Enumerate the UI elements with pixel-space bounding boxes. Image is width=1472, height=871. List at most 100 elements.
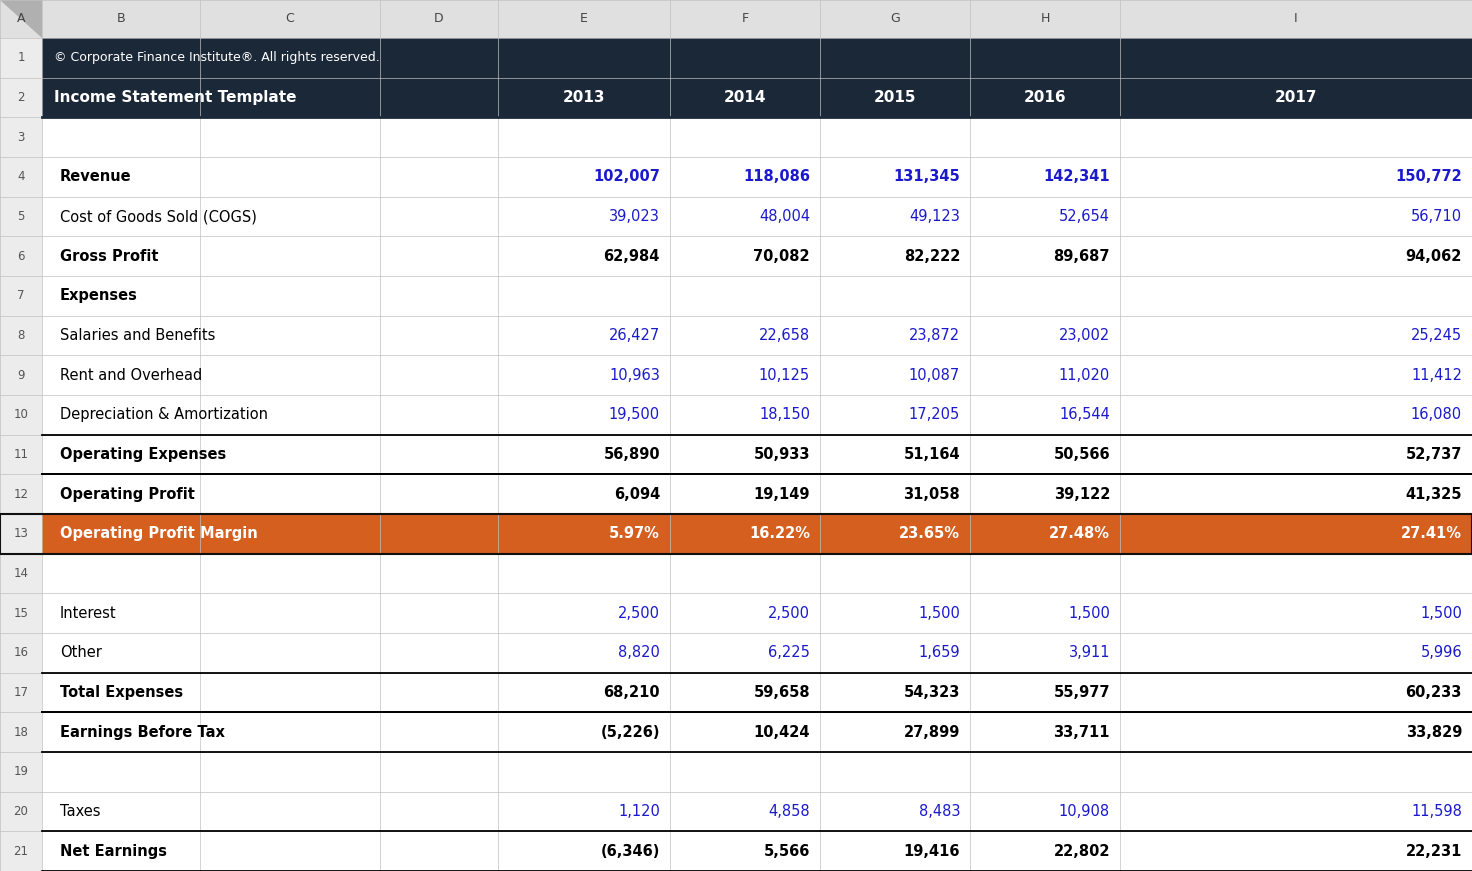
Text: Income Statement Template: Income Statement Template — [54, 90, 296, 105]
Bar — [43, 554, 1472, 593]
Text: 1,500: 1,500 — [919, 605, 960, 621]
Text: D: D — [434, 12, 445, 25]
Bar — [43, 792, 1472, 831]
Text: 33,829: 33,829 — [1406, 725, 1462, 739]
Bar — [43, 315, 1472, 355]
Text: 68,210: 68,210 — [604, 685, 659, 700]
Bar — [0, 752, 43, 792]
Bar — [43, 475, 1472, 514]
Text: 8,820: 8,820 — [618, 645, 659, 660]
Text: Operating Profit Margin: Operating Profit Margin — [60, 526, 258, 542]
Text: 6,094: 6,094 — [614, 487, 659, 502]
Text: 27.41%: 27.41% — [1401, 526, 1462, 542]
Text: B: B — [116, 12, 125, 25]
Bar — [43, 514, 1472, 554]
Text: 4,858: 4,858 — [768, 804, 810, 819]
Text: 39,023: 39,023 — [609, 209, 659, 224]
Text: 10,125: 10,125 — [760, 368, 810, 382]
Text: 19,416: 19,416 — [904, 844, 960, 859]
Bar — [0, 38, 43, 78]
Text: F: F — [742, 12, 749, 25]
Text: 2015: 2015 — [874, 90, 916, 105]
Text: 82,222: 82,222 — [904, 248, 960, 264]
Text: Other: Other — [60, 645, 102, 660]
Text: 23,872: 23,872 — [908, 328, 960, 343]
Bar — [43, 593, 1472, 633]
Text: 18,150: 18,150 — [760, 408, 810, 422]
Bar — [0, 0, 1472, 38]
Bar — [43, 633, 1472, 672]
Text: 118,086: 118,086 — [743, 169, 810, 185]
Text: 15: 15 — [13, 607, 28, 619]
Text: 21: 21 — [13, 845, 28, 858]
Text: C: C — [286, 12, 294, 25]
Text: 11,598: 11,598 — [1412, 804, 1462, 819]
Text: 33,711: 33,711 — [1054, 725, 1110, 739]
Text: (5,226): (5,226) — [601, 725, 659, 739]
Text: 89,687: 89,687 — [1054, 248, 1110, 264]
Bar — [43, 38, 1472, 78]
Text: 2: 2 — [18, 91, 25, 104]
Text: 31,058: 31,058 — [904, 487, 960, 502]
Text: 94,062: 94,062 — [1406, 248, 1462, 264]
Text: Depreciation & Amortization: Depreciation & Amortization — [60, 408, 268, 422]
Bar — [0, 792, 43, 831]
Text: 16,080: 16,080 — [1410, 408, 1462, 422]
Text: Total Expenses: Total Expenses — [60, 685, 183, 700]
Text: 59,658: 59,658 — [754, 685, 810, 700]
Text: 11,412: 11,412 — [1412, 368, 1462, 382]
Text: Operating Profit: Operating Profit — [60, 487, 194, 502]
Text: 8,483: 8,483 — [919, 804, 960, 819]
Bar — [0, 554, 43, 593]
Text: 13: 13 — [13, 527, 28, 540]
Text: 142,341: 142,341 — [1044, 169, 1110, 185]
Text: 12: 12 — [13, 488, 28, 501]
Text: 131,345: 131,345 — [894, 169, 960, 185]
Text: 62,984: 62,984 — [604, 248, 659, 264]
Text: 4: 4 — [18, 171, 25, 183]
Bar — [43, 118, 1472, 157]
Text: 19,149: 19,149 — [754, 487, 810, 502]
Text: 50,566: 50,566 — [1054, 447, 1110, 462]
Text: 10,424: 10,424 — [754, 725, 810, 739]
Bar — [43, 395, 1472, 435]
Bar — [0, 197, 43, 236]
Text: 50,933: 50,933 — [754, 447, 810, 462]
Text: 27,899: 27,899 — [904, 725, 960, 739]
Text: 49,123: 49,123 — [910, 209, 960, 224]
Text: 51,164: 51,164 — [904, 447, 960, 462]
Text: 2014: 2014 — [724, 90, 767, 105]
Text: 16: 16 — [13, 646, 28, 659]
Text: 1,120: 1,120 — [618, 804, 659, 819]
Text: 14: 14 — [13, 567, 28, 580]
Text: 8: 8 — [18, 329, 25, 342]
Text: 39,122: 39,122 — [1054, 487, 1110, 502]
Text: 25,245: 25,245 — [1410, 328, 1462, 343]
Text: 1: 1 — [18, 51, 25, 64]
Text: Operating Expenses: Operating Expenses — [60, 447, 227, 462]
Bar — [43, 712, 1472, 752]
Text: 22,231: 22,231 — [1406, 844, 1462, 859]
Bar — [0, 395, 43, 435]
Text: 150,772: 150,772 — [1395, 169, 1462, 185]
Text: 10,908: 10,908 — [1058, 804, 1110, 819]
Bar — [0, 672, 43, 712]
Text: 2016: 2016 — [1023, 90, 1066, 105]
Text: H: H — [1041, 12, 1050, 25]
Bar — [0, 633, 43, 672]
Text: 2,500: 2,500 — [618, 605, 659, 621]
Bar — [43, 752, 1472, 792]
Bar — [0, 712, 43, 752]
Text: 5: 5 — [18, 210, 25, 223]
Text: 6,225: 6,225 — [768, 645, 810, 660]
Text: Salaries and Benefits: Salaries and Benefits — [60, 328, 215, 343]
Bar — [0, 157, 43, 197]
Text: 16,544: 16,544 — [1060, 408, 1110, 422]
Bar — [43, 355, 1472, 395]
Text: Interest: Interest — [60, 605, 116, 621]
Text: 16.22%: 16.22% — [749, 526, 810, 542]
Bar — [0, 514, 43, 554]
Text: 11,020: 11,020 — [1058, 368, 1110, 382]
Bar — [43, 78, 1472, 118]
Text: (6,346): (6,346) — [601, 844, 659, 859]
